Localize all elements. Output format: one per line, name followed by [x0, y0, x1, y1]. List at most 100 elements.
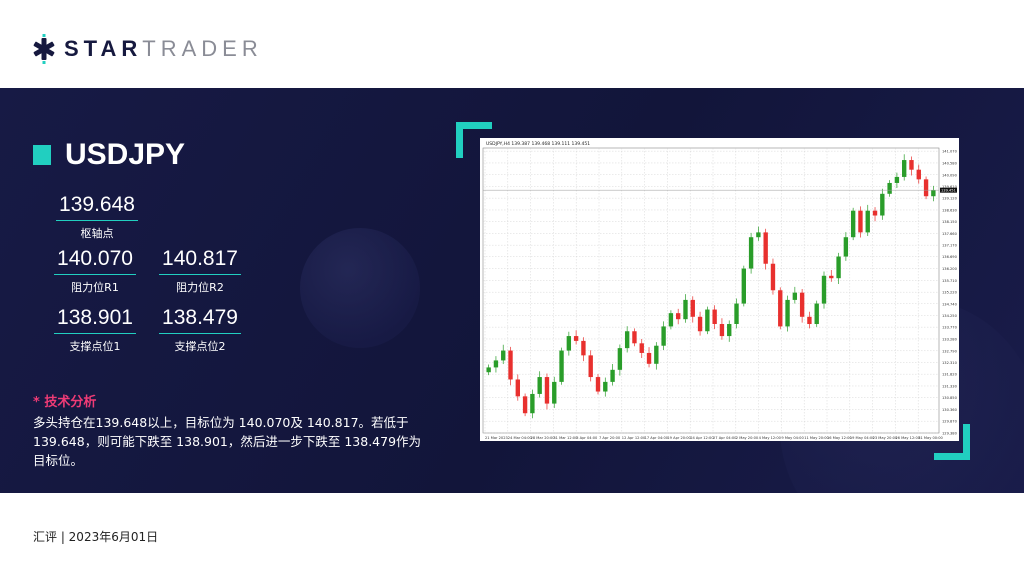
y-tick-label: 135.220 [942, 291, 958, 295]
candle-body [705, 309, 710, 332]
s1-value: 138.901 [54, 306, 136, 334]
candle-body [785, 299, 790, 327]
y-tick-label: 132.310 [942, 361, 958, 365]
candle-body [493, 360, 499, 368]
r2-label: 阻力位R2 [176, 281, 224, 294]
candle-body [632, 331, 637, 344]
x-tick-label: 2 May 20:00 [736, 436, 759, 440]
s1-level: 138.901 支撑点位1 [40, 306, 150, 354]
candle-body [530, 393, 535, 414]
s2-value: 138.479 [159, 306, 241, 334]
y-tick-label: 133.280 [942, 337, 958, 341]
candle-body [537, 377, 542, 394]
s2-label: 支撑点位2 [174, 340, 226, 353]
candle-body [872, 210, 878, 216]
candle-body [727, 324, 732, 337]
y-tick-label: 137.660 [942, 232, 958, 236]
candle-body [770, 263, 776, 291]
x-tick-label: 31 May 00:00 [918, 436, 943, 440]
pair-name: USDJPY [65, 138, 186, 171]
y-tick-label: 129.870 [942, 420, 958, 424]
y-tick-label: 135.710 [942, 279, 958, 283]
y-tick-label: 139.120 [942, 197, 958, 201]
s1-label: 支撑点位1 [69, 340, 121, 353]
candle-body [559, 350, 564, 382]
plot-frame [482, 147, 940, 434]
r1-value: 140.070 [54, 247, 136, 275]
x-tick-label: 26 May 12:00 [895, 436, 920, 440]
candle-body [887, 182, 892, 194]
x-tick-label: 7 Apr 20:00 [599, 436, 621, 440]
candle-body [522, 396, 528, 414]
candle-body [829, 275, 834, 279]
candle-body [508, 350, 513, 380]
bracket-top-left [456, 122, 492, 158]
candle-body [836, 256, 841, 279]
candle-body [501, 350, 506, 361]
candle-body [902, 160, 907, 177]
candle-body [676, 313, 681, 320]
candle-body [923, 179, 929, 197]
candle-body [850, 210, 856, 238]
r2-value: 140.817 [159, 247, 241, 275]
startrader-logo: STAR TRADER [32, 34, 263, 64]
y-tick-label: 132.790 [942, 349, 958, 353]
r1-level: 140.070 阻力位R1 [40, 247, 150, 295]
candle-body [894, 176, 900, 183]
candle-body [654, 345, 659, 364]
candle-body [515, 379, 520, 397]
x-tick-label: 28 Mar 20:00 [531, 436, 556, 440]
footer-date: 汇评 | 2023年6月01日 [33, 530, 159, 544]
y-tick-label: 136.690 [942, 255, 958, 259]
candle-body [646, 352, 652, 364]
candle-body [690, 299, 695, 317]
candle-body [814, 303, 819, 325]
candle-body [756, 232, 761, 238]
candle-body [909, 160, 914, 170]
y-tick-label: 138.630 [942, 208, 958, 212]
candle-body [573, 336, 579, 341]
candle-body [617, 348, 623, 370]
candle-body [748, 237, 754, 269]
y-tick-label: 140.090 [942, 173, 958, 177]
candle-body [639, 343, 644, 353]
x-tick-label: 24 Mar 04:00 [508, 436, 533, 440]
candle-body [661, 326, 666, 346]
candle-body [544, 377, 550, 404]
x-tick-label: 23 May 20:00 [873, 436, 898, 440]
candle-body [931, 190, 936, 197]
header: STAR TRADER [0, 0, 1024, 88]
candle-body [734, 303, 739, 325]
analysis-title: * 技术分析 [33, 395, 97, 410]
analysis-text: 多头持仓在139.648以上，目标位为 140.070及 140.817。若低于… [33, 415, 422, 468]
y-tick-label: 138.150 [942, 220, 958, 224]
candle-body [821, 275, 827, 304]
x-tick-label: 17 Apr 04:00 [645, 436, 669, 440]
candle-body [486, 367, 491, 373]
candle-body [595, 377, 601, 392]
brand-name-light: TRADER [142, 36, 263, 61]
x-tick-label: 16 May 12:00 [827, 436, 852, 440]
candle-body [697, 316, 703, 332]
candle-body [712, 309, 717, 325]
candle-body [763, 232, 768, 264]
star-logo-icon [33, 34, 55, 64]
candle-body [683, 299, 688, 320]
candle-body [719, 324, 725, 337]
x-tick-label: 24 Apr 12:00 [690, 436, 714, 440]
candle-body [778, 290, 783, 327]
pivot-label: 枢轴点 [80, 227, 114, 240]
y-tick-label: 131.820 [942, 373, 958, 377]
y-tick-label: 139.610 [942, 185, 958, 189]
pair-title: USDJPY [33, 138, 185, 172]
x-tick-label: 27 Apr 04:00 [713, 436, 737, 440]
y-tick-label: 134.740 [942, 302, 958, 306]
current-price-label: 139.451 [941, 189, 956, 193]
x-tick-label: 12 Apr 12:00 [622, 436, 646, 440]
r1-label: 阻力位R1 [71, 281, 119, 294]
y-tick-label: 133.770 [942, 326, 958, 330]
decorative-circle [300, 228, 420, 348]
candle-body [603, 381, 608, 392]
y-tick-label: 136.200 [942, 267, 958, 271]
x-tick-label: 19 May 04:00 [850, 436, 875, 440]
